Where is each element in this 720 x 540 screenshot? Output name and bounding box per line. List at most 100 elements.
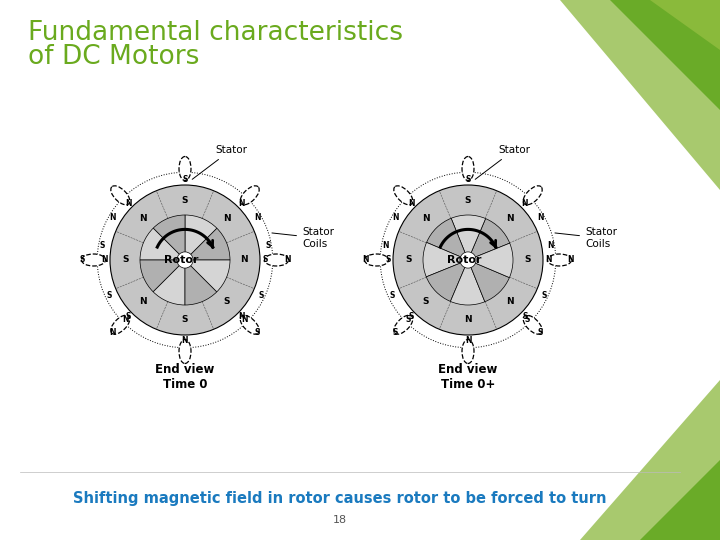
Text: N: N: [547, 241, 554, 250]
Text: N: N: [241, 315, 248, 324]
Ellipse shape: [523, 186, 542, 205]
Polygon shape: [650, 0, 720, 50]
Wedge shape: [140, 228, 185, 260]
Text: S: S: [464, 196, 472, 205]
Wedge shape: [468, 219, 510, 260]
Text: S: S: [125, 312, 131, 321]
Text: N: N: [284, 255, 291, 265]
Text: N: N: [567, 255, 574, 265]
Text: N: N: [506, 214, 513, 222]
Text: N: N: [545, 255, 552, 265]
Text: N: N: [139, 214, 147, 222]
Ellipse shape: [111, 315, 130, 334]
Ellipse shape: [179, 157, 191, 180]
Ellipse shape: [240, 315, 259, 334]
Text: N: N: [125, 199, 132, 208]
Polygon shape: [560, 0, 720, 190]
Text: 18: 18: [333, 515, 347, 525]
Text: S: S: [263, 255, 268, 265]
Text: N: N: [102, 255, 108, 265]
Ellipse shape: [179, 340, 191, 363]
Text: N: N: [139, 298, 147, 306]
Text: S: S: [392, 328, 398, 337]
Wedge shape: [468, 260, 510, 302]
Text: S: S: [524, 255, 531, 265]
Text: S: S: [255, 328, 261, 337]
Text: End view
Time 0+: End view Time 0+: [438, 363, 498, 391]
Text: N: N: [392, 213, 398, 222]
Text: Rotor: Rotor: [163, 255, 198, 265]
Text: N: N: [423, 214, 430, 222]
Text: N: N: [408, 199, 415, 208]
Text: S: S: [525, 315, 530, 324]
Wedge shape: [426, 260, 468, 301]
Circle shape: [177, 252, 193, 268]
Ellipse shape: [264, 254, 289, 266]
Text: N: N: [362, 255, 369, 265]
Wedge shape: [423, 242, 468, 277]
Text: S: S: [408, 312, 414, 321]
Circle shape: [460, 252, 476, 268]
Wedge shape: [185, 260, 230, 292]
Wedge shape: [185, 228, 230, 260]
Wedge shape: [185, 215, 217, 260]
Ellipse shape: [240, 186, 259, 205]
Text: S: S: [122, 255, 129, 265]
Text: Stator: Stator: [475, 145, 530, 179]
Text: N: N: [238, 199, 245, 208]
Text: N: N: [506, 298, 513, 306]
Text: Shifting magnetic field in rotor causes rotor to be forced to turn: Shifting magnetic field in rotor causes …: [73, 490, 607, 505]
Text: S: S: [80, 255, 85, 265]
Text: Fundamental characteristics: Fundamental characteristics: [28, 20, 403, 46]
Text: N: N: [240, 255, 248, 265]
Text: End view
Time 0: End view Time 0: [156, 363, 215, 391]
Wedge shape: [426, 218, 468, 260]
Text: Stator
Coils: Stator Coils: [555, 227, 617, 249]
Text: S: S: [224, 298, 230, 306]
Text: N: N: [538, 213, 544, 222]
Text: N: N: [109, 328, 116, 337]
Text: N: N: [109, 213, 115, 222]
Wedge shape: [153, 260, 185, 305]
Text: N: N: [464, 336, 472, 345]
Wedge shape: [153, 215, 185, 260]
Text: S: S: [182, 176, 188, 184]
Wedge shape: [468, 243, 513, 278]
Ellipse shape: [462, 157, 474, 180]
Polygon shape: [580, 380, 720, 540]
Text: of DC Motors: of DC Motors: [28, 44, 199, 70]
Wedge shape: [185, 260, 217, 305]
Text: N: N: [122, 315, 129, 324]
Text: Stator: Stator: [192, 145, 247, 179]
Text: S: S: [538, 328, 544, 337]
Text: S: S: [99, 241, 105, 250]
Text: N: N: [521, 199, 528, 208]
Circle shape: [110, 185, 260, 335]
Ellipse shape: [394, 186, 413, 205]
Ellipse shape: [364, 254, 389, 266]
Text: N: N: [254, 213, 261, 222]
Wedge shape: [451, 215, 485, 260]
Text: N: N: [181, 336, 188, 345]
Text: N: N: [464, 315, 472, 324]
Text: S: S: [522, 312, 528, 321]
Text: N: N: [382, 241, 389, 250]
Ellipse shape: [523, 315, 542, 334]
Text: S: S: [181, 196, 188, 205]
Text: S: S: [541, 291, 546, 300]
Ellipse shape: [394, 315, 413, 334]
Text: S: S: [265, 241, 271, 250]
Text: S: S: [258, 291, 264, 300]
Ellipse shape: [81, 254, 106, 266]
Ellipse shape: [111, 186, 130, 205]
Text: N: N: [238, 312, 245, 321]
Ellipse shape: [547, 254, 572, 266]
Text: Stator
Coils: Stator Coils: [272, 227, 334, 249]
Ellipse shape: [462, 340, 474, 363]
Text: Rotor: Rotor: [446, 255, 481, 265]
Text: S: S: [106, 291, 112, 300]
Text: S: S: [405, 255, 412, 265]
Text: S: S: [423, 298, 429, 306]
Text: S: S: [181, 315, 188, 324]
Text: N: N: [223, 214, 230, 222]
